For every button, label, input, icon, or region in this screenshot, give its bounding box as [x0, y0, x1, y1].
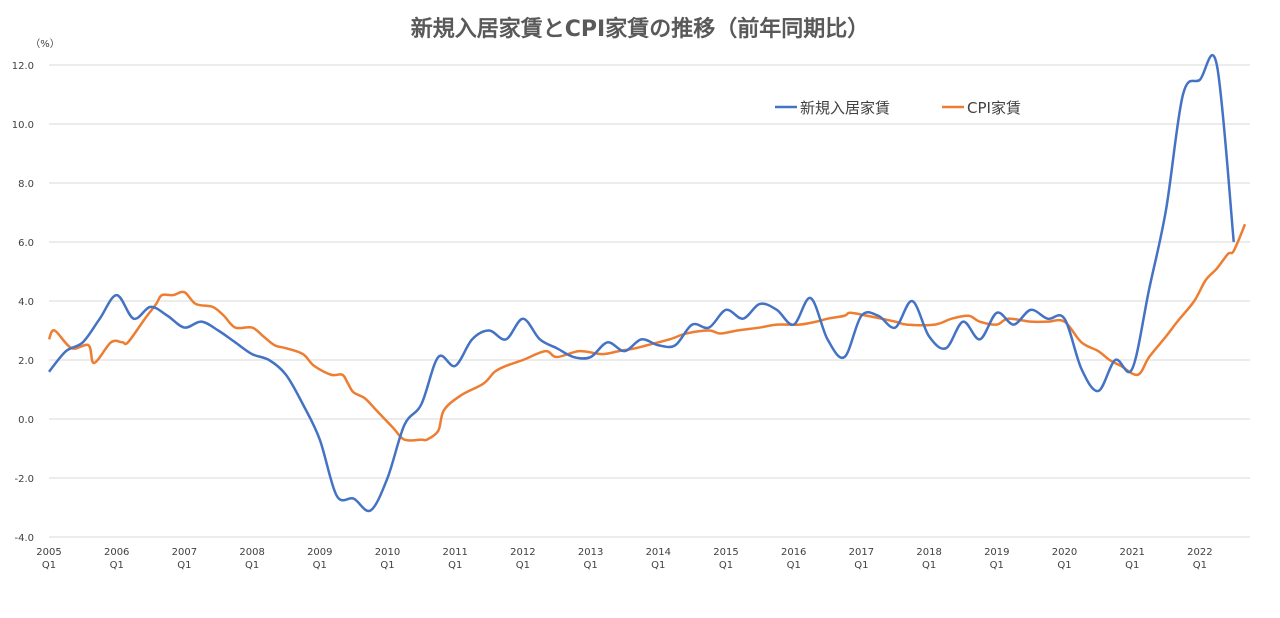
x-tick-quarter: Q1 — [1125, 560, 1139, 571]
x-tick-quarter: Q1 — [110, 560, 124, 571]
x-tick-quarter: Q1 — [1057, 560, 1071, 571]
y-tick-label: 10.0 — [12, 120, 34, 131]
legend-label-new-rent: 新規入居家賃 — [800, 99, 890, 117]
y-tick-label: 8.0 — [18, 179, 34, 190]
x-tick-year: 2016 — [781, 547, 806, 558]
x-tick-year: 2014 — [646, 547, 671, 558]
x-tick-year: 2019 — [984, 547, 1009, 558]
x-tick-quarter: Q1 — [42, 560, 56, 571]
x-tick-year: 2012 — [510, 547, 535, 558]
series-line-cpi-rent — [47, 223, 1247, 442]
y-tick-label: 4.0 — [18, 297, 34, 308]
y-tick-label: 2.0 — [18, 356, 34, 367]
y-tick-label: 0.0 — [18, 415, 34, 426]
x-tick-year: 2020 — [1052, 547, 1077, 558]
x-tick-quarter: Q1 — [448, 560, 462, 571]
x-tick-year: 2017 — [849, 547, 874, 558]
chart-title: 新規入居家賃とCPI家賃の推移（前年同期比） — [411, 16, 869, 42]
x-tick-year: 2009 — [307, 547, 332, 558]
x-tick-quarter: Q1 — [922, 560, 936, 571]
x-tick-quarter: Q1 — [854, 560, 868, 571]
x-tick-quarter: Q1 — [313, 560, 327, 571]
x-tick-year: 2011 — [442, 547, 467, 558]
x-tick-year: 2022 — [1187, 547, 1212, 558]
y-tick-label: -4.0 — [14, 533, 34, 544]
x-tick-quarter: Q1 — [516, 560, 530, 571]
x-tick-quarter: Q1 — [177, 560, 191, 571]
x-tick-year: 2005 — [36, 547, 61, 558]
x-tick-quarter: Q1 — [245, 560, 259, 571]
series-line-new-rent — [48, 54, 1235, 513]
legend: 新規入居家賃 CPI家賃 — [775, 99, 1021, 117]
x-tick-year: 2021 — [1119, 547, 1144, 558]
x-tick-year: 2008 — [239, 547, 264, 558]
x-tick-year: 2010 — [375, 547, 400, 558]
x-tick-quarter: Q1 — [990, 560, 1004, 571]
y-tick-label: -2.0 — [14, 474, 34, 485]
y-tick-label: 6.0 — [18, 238, 34, 249]
x-tick-year: 2006 — [104, 547, 129, 558]
x-tick-quarter: Q1 — [651, 560, 665, 571]
x-tick-quarter: Q1 — [1193, 560, 1207, 571]
legend-label-cpi-rent: CPI家賃 — [967, 99, 1021, 117]
x-tick-quarter: Q1 — [583, 560, 597, 571]
x-tick-quarter: Q1 — [380, 560, 394, 571]
x-tick-quarter: Q1 — [787, 560, 801, 571]
x-tick-year: 2018 — [916, 547, 941, 558]
x-tick-year: 2007 — [172, 547, 197, 558]
x-tick-year: 2013 — [578, 547, 603, 558]
y-axis-unit-label: （%） — [30, 38, 60, 50]
x-tick-year: 2015 — [713, 547, 738, 558]
x-tick-quarter: Q1 — [719, 560, 733, 571]
y-tick-label: 12.0 — [12, 61, 34, 72]
